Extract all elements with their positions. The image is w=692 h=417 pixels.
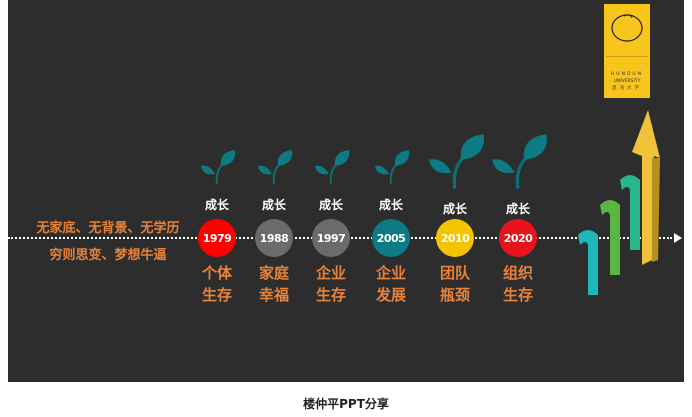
milestone-year-1988: 1988 (255, 219, 293, 257)
milestone-label-line2: 生存 (502, 286, 533, 304)
growth-label: 成长 (261, 198, 286, 212)
milestone-label-line2: 发展 (375, 286, 406, 304)
leaf-icon (492, 134, 548, 189)
growth-label: 成长 (505, 202, 530, 216)
milestone-year-1997: 1997 (312, 219, 350, 257)
logo-text-1: HUNDUN (610, 72, 644, 77)
milestone-year-2005: 2005 (372, 219, 410, 257)
leaf-icon (375, 150, 410, 185)
milestone-label-line1: 个体 (201, 264, 232, 282)
logo-text-2: UNIVERSITY (613, 79, 641, 84)
intro-line-2: 穷则思变、梦想牛逼 (49, 248, 167, 263)
milestone-year-1979: 1979 (198, 219, 236, 257)
growth-label: 成长 (318, 198, 343, 212)
milestone-label: 组织 生存 (498, 262, 538, 306)
growth-label: 成长 (378, 198, 403, 212)
intro-line-1: 无家底、无背景、无学历 (36, 221, 180, 236)
leaf-icon (201, 150, 236, 185)
milestone-label-line2: 幸福 (258, 286, 289, 304)
growth-label: 成长 (204, 198, 229, 212)
milestone-label-line2: 生存 (315, 286, 346, 304)
logo-text-3: 混沌大学 (612, 86, 642, 91)
milestone-label-line2: 生存 (201, 286, 232, 304)
growth-label: 成长 (442, 202, 467, 216)
milestone-label-line2: 瓶颈 (439, 286, 470, 304)
milestone-year-2010: 2010 (436, 219, 474, 257)
growth-arrow-graphic (578, 110, 660, 295)
timeline-arrow-icon (674, 233, 682, 243)
milestone-year-2020: 2020 (499, 219, 537, 257)
leaf-icon (429, 134, 485, 189)
logo-circle-icon (611, 14, 643, 42)
milestone-label: 个体 生存 (197, 262, 237, 306)
caption: 楼仲平PPT分享 (303, 397, 389, 411)
slide (8, 0, 684, 382)
milestone-label-line1: 组织 (502, 264, 533, 282)
leaf-icon (258, 150, 293, 185)
hundun-university-logo: HUNDUN UNIVERSITY 混沌大学 (604, 4, 650, 98)
milestone-label: 企业 发展 (371, 262, 411, 306)
milestone-label-line1: 企业 (315, 264, 346, 282)
leaf-icon (315, 150, 350, 185)
milestone-label: 团队 瓶颈 (435, 262, 475, 306)
milestone-label-line1: 企业 (375, 264, 406, 282)
milestone-label: 企业 生存 (311, 262, 351, 306)
milestone-label-line1: 家庭 (258, 264, 289, 282)
milestone-label-line1: 团队 (439, 264, 470, 282)
milestone-label: 家庭 幸福 (254, 262, 294, 306)
